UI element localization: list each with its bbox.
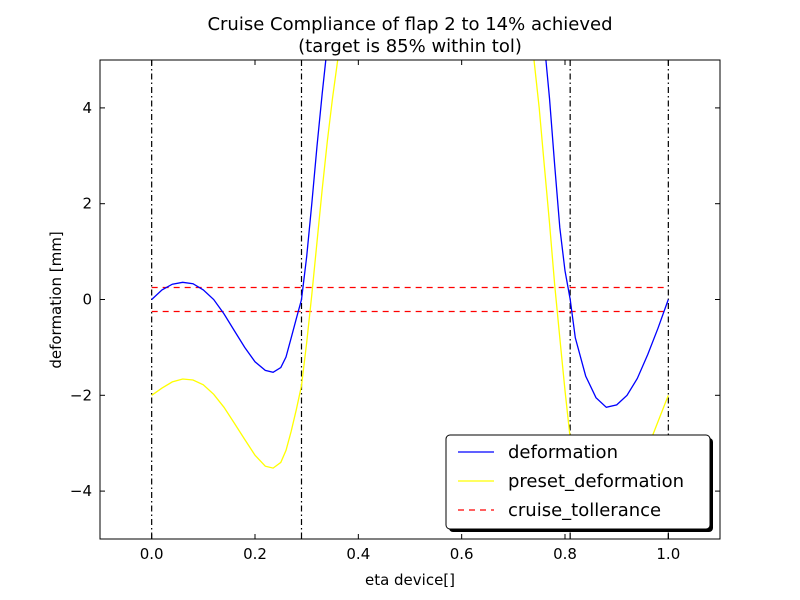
preset-deformation-line-left <box>151 60 339 469</box>
y-tick-label-1: −2 <box>70 386 92 404</box>
y-tick-label-4: 4 <box>82 99 92 117</box>
y-tick-label-2: 0 <box>82 291 92 309</box>
chart-title-line-1: Cruise Compliance of flap 2 to 14% achie… <box>207 14 612 35</box>
x-tick-label-1: 0.2 <box>243 545 267 563</box>
chart-title-line-2: (target is 85% within tol) <box>298 36 522 57</box>
legend-label-cruise-tollerance: cruise_tollerance <box>508 500 661 521</box>
y-tick-label-0: −4 <box>70 482 92 500</box>
x-tick-label-2: 0.4 <box>346 545 370 563</box>
x-tick-label-5: 1.0 <box>656 545 680 563</box>
legend-label-deformation: deformation <box>508 442 618 463</box>
x-tick-label-4: 0.8 <box>553 545 577 563</box>
x-tick-label-3: 0.6 <box>450 545 474 563</box>
y-tick-label-3: 2 <box>82 195 92 213</box>
axis-ticks: 0.0 0.2 0.4 0.6 0.8 1.0 −4 −2 0 2 4 <box>70 60 720 563</box>
legend: deformation preset_deformation cruise_toll… <box>445 434 713 532</box>
deformation-line-left <box>151 60 327 373</box>
deformation-line-right <box>545 60 669 409</box>
x-axis-label: eta device[] <box>365 571 455 589</box>
y-axis-label: deformation [mm] <box>47 231 65 368</box>
legend-label-preset-deformation: preset_deformation <box>508 471 684 492</box>
x-tick-label-0: 0.0 <box>140 545 164 563</box>
legend-box <box>445 434 711 530</box>
